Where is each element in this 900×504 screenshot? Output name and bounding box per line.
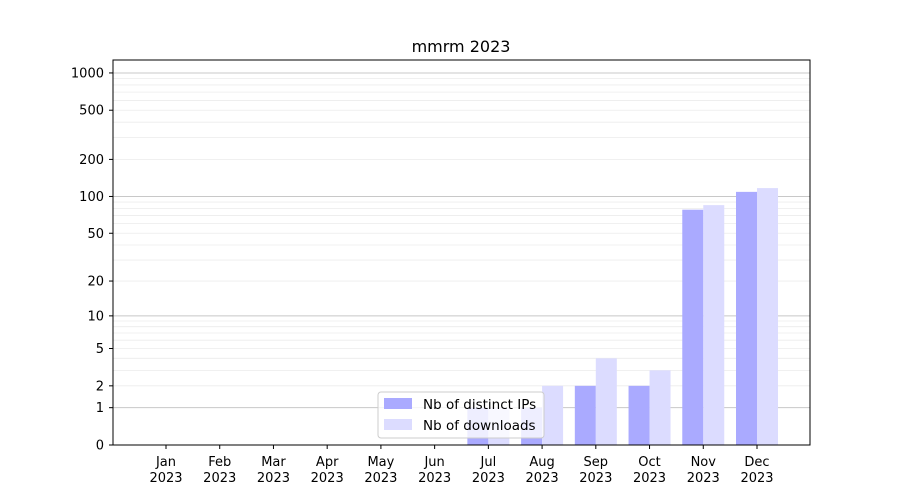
x-tick-label: 2023	[257, 471, 290, 486]
bar-downloads	[703, 205, 725, 445]
x-tick-label: Aug	[529, 455, 554, 470]
x-tick-label: Nov	[691, 455, 717, 470]
legend-swatch-ips	[384, 398, 412, 409]
bar-distinct-ips	[736, 191, 757, 445]
y-tick-label: 500	[79, 104, 104, 119]
y-tick-label: 0	[96, 439, 104, 454]
y-tick-label: 2	[96, 379, 104, 394]
x-tick-label: 2023	[149, 471, 182, 486]
bar-downloads	[595, 358, 617, 445]
x-tick-label: 2023	[364, 471, 397, 486]
bar-downloads	[542, 385, 564, 445]
y-tick-label: 10	[87, 309, 104, 324]
bar-distinct-ips	[574, 385, 596, 445]
legend: Nb of distinct IPs Nb of downloads	[377, 391, 545, 439]
y-tick-label: 50	[87, 227, 104, 242]
legend-label-downloads: Nb of downloads	[423, 418, 536, 434]
x-tick-label: Jan	[155, 455, 176, 470]
x-tick-label: Mar	[261, 455, 286, 470]
y-axis: 0 1 2 5 10 20 50 100 200 500 1000	[71, 66, 113, 454]
legend-box	[377, 391, 545, 439]
y-tick-label: 20	[87, 275, 104, 290]
chart-title: mmrm 2023	[412, 37, 511, 56]
y-tick-label: 5	[96, 342, 104, 357]
x-tick-label: 2023	[472, 471, 505, 486]
bar-distinct-ips	[628, 385, 650, 445]
plot-frame	[112, 59, 811, 446]
x-tick-label: 2023	[687, 471, 720, 486]
x-tick-label: 2023	[740, 471, 773, 486]
y-tick-label: 100	[79, 190, 104, 205]
y-tick-label: 200	[79, 153, 104, 168]
y-tick-label: 1000	[71, 66, 104, 81]
x-tick-label: 2023	[203, 471, 236, 486]
x-tick-label: 2023	[633, 471, 666, 486]
x-tick-label: Sep	[584, 455, 609, 470]
bar-distinct-ips	[682, 209, 704, 445]
x-tick-label: 2023	[311, 471, 344, 486]
x-tick-label: Jul	[480, 455, 497, 470]
x-tick-label: Jun	[423, 455, 444, 470]
bar-downloads	[649, 370, 671, 445]
legend-swatch-downloads	[384, 419, 412, 430]
x-tick-label: Dec	[744, 455, 769, 470]
bar-downloads	[757, 188, 778, 446]
x-tick-label: May	[367, 455, 394, 470]
x-tick-label: 2023	[526, 471, 559, 486]
x-axis: Jan2023Feb2023Mar2023Apr2023May2023Jun20…	[149, 445, 774, 486]
y-tick-label: 1	[96, 401, 104, 416]
x-tick-label: Oct	[638, 455, 660, 470]
legend-label-ips: Nb of distinct IPs	[423, 397, 536, 413]
x-tick-label: Apr	[316, 455, 339, 470]
x-tick-label: 2023	[579, 471, 612, 486]
x-tick-label: 2023	[418, 471, 451, 486]
x-tick-label: Feb	[208, 455, 231, 470]
